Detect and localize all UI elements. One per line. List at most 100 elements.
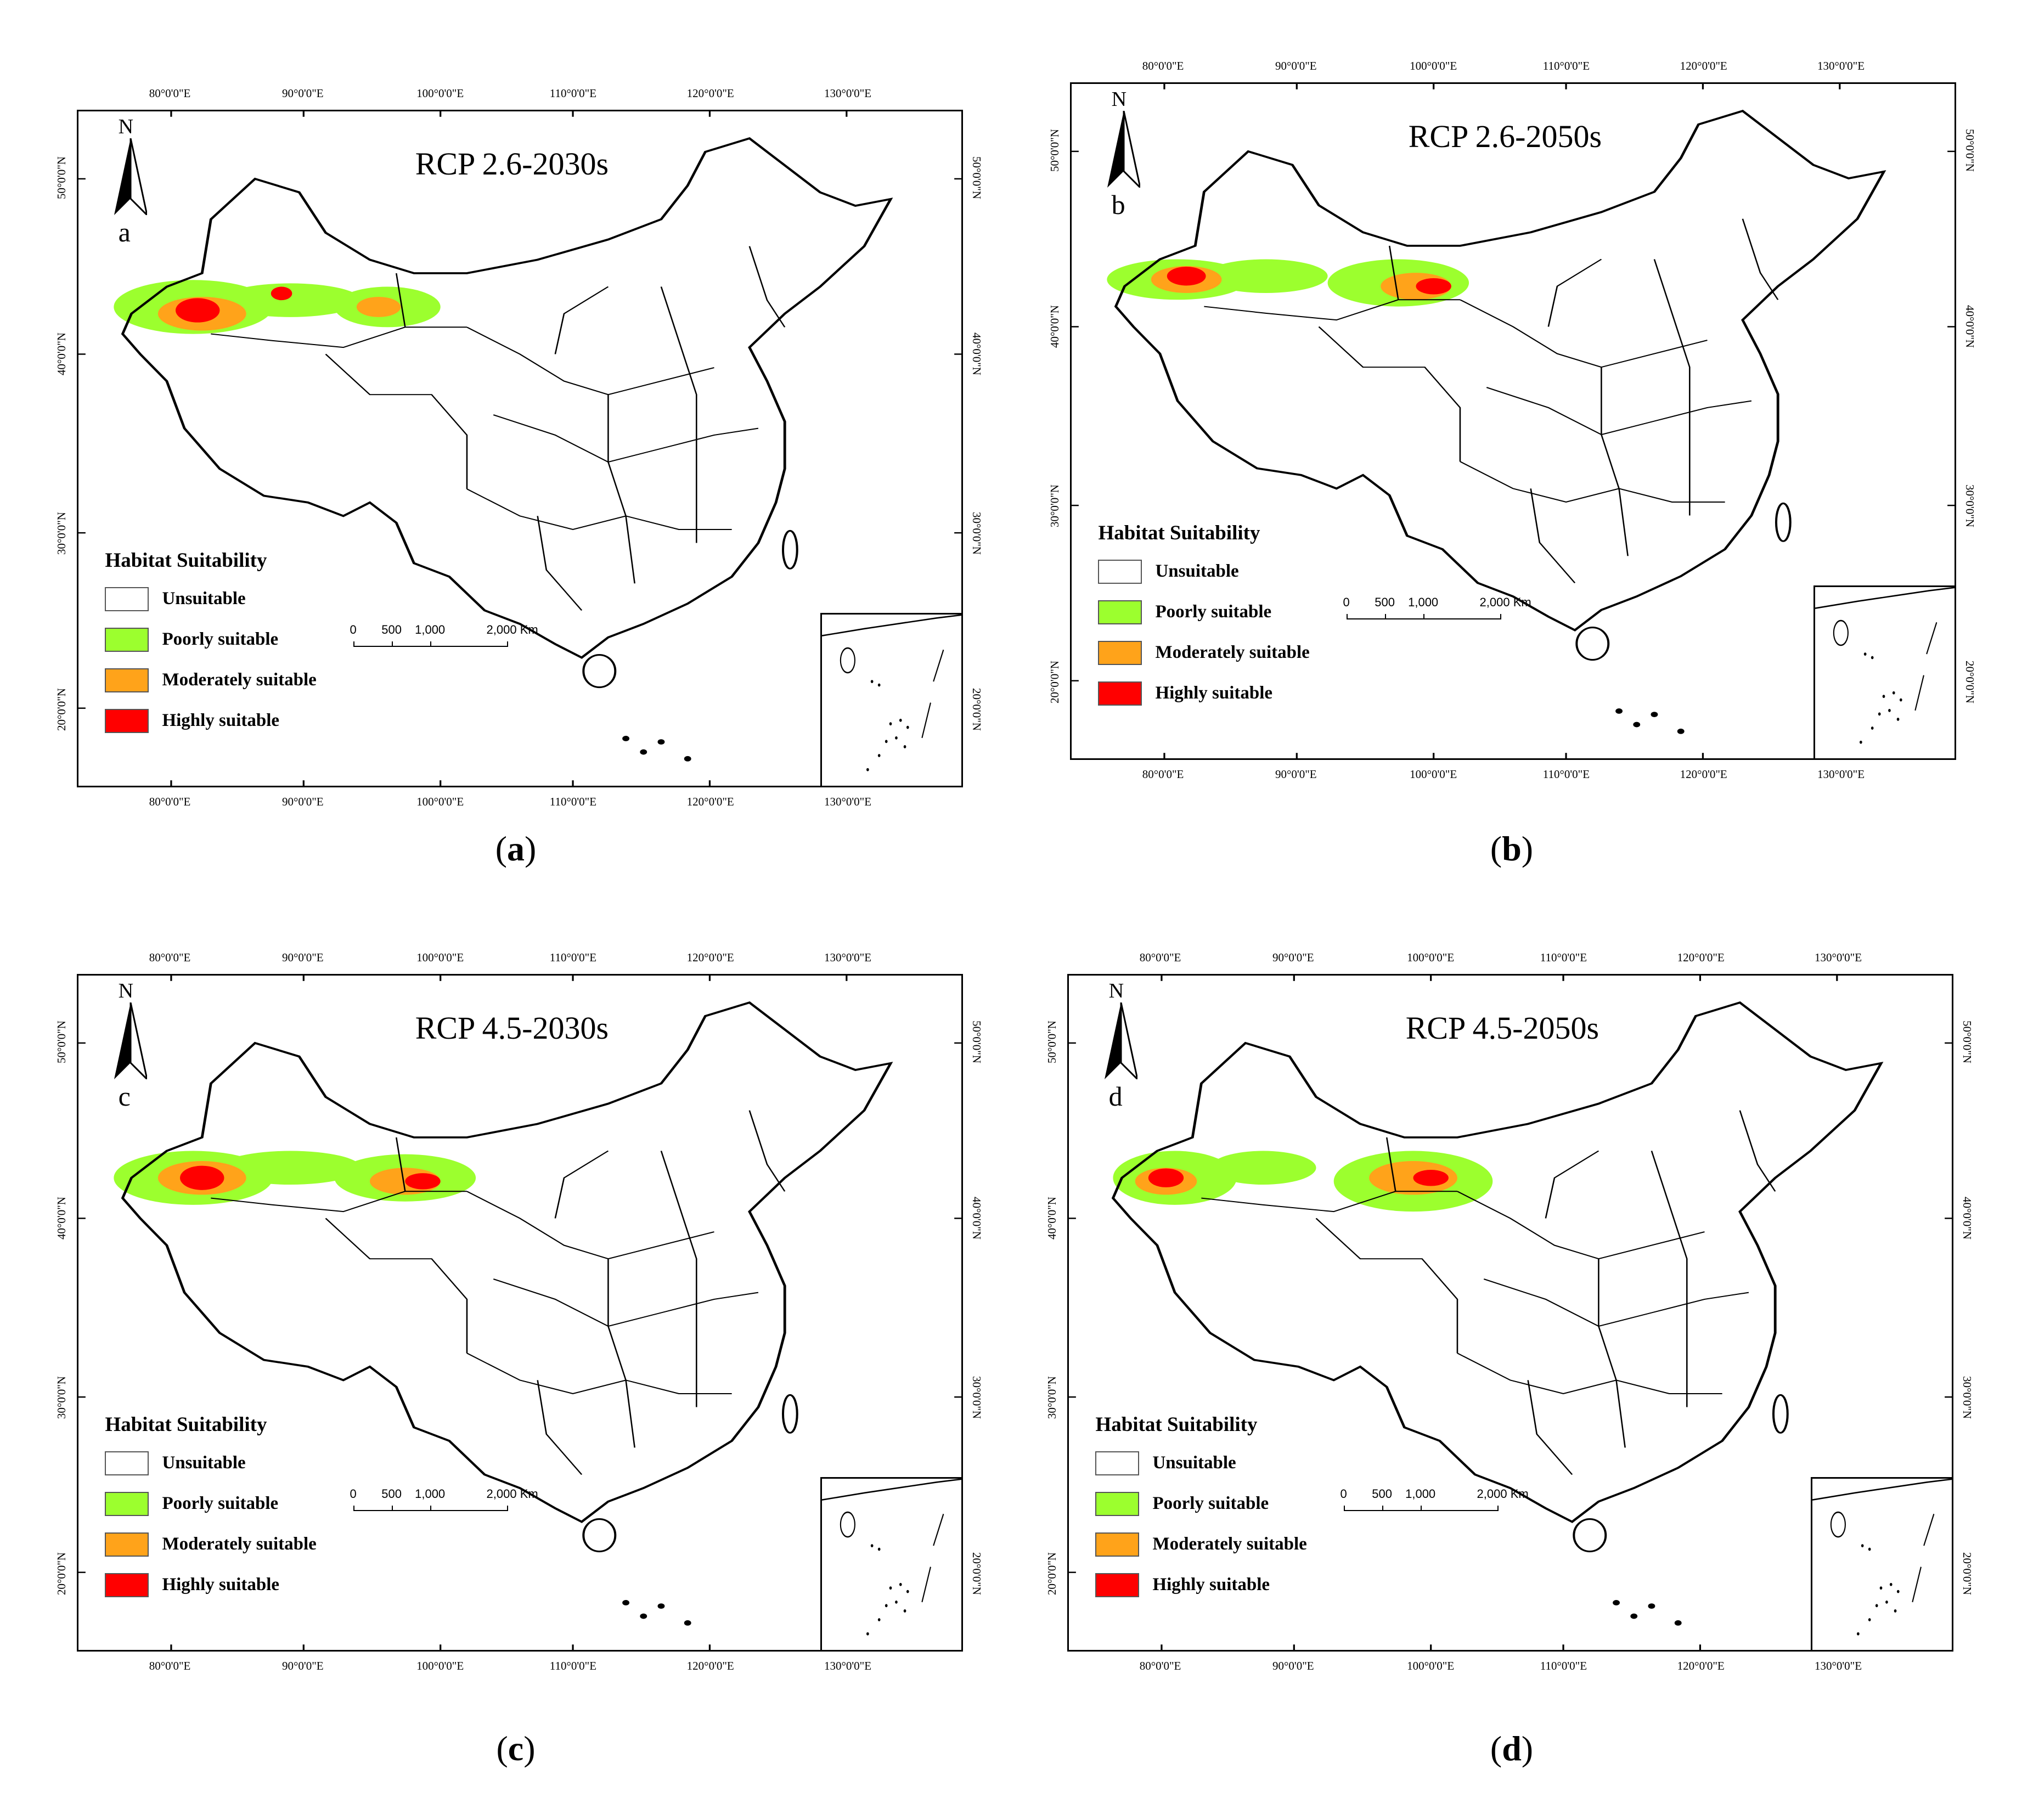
longitude-label: 130°0'0"E	[824, 1659, 872, 1672]
province-border	[395, 1137, 406, 1192]
longitude-label: 120°0'0"E	[686, 1659, 734, 1672]
latitude-label: 50°0'0"N	[1963, 128, 1976, 172]
legend-item: Moderately suitable	[1095, 1524, 1359, 1565]
province-border	[1385, 1137, 1396, 1192]
latitude-label: 40°0'0"N	[55, 1196, 68, 1239]
suitability-zone-high	[175, 298, 220, 323]
scale-tick	[391, 1506, 393, 1512]
longitude-label: 120°0'0"E	[1677, 951, 1725, 964]
province-border	[1486, 387, 1752, 436]
inset-map	[1815, 587, 1955, 744]
legend-swatch	[1098, 640, 1142, 665]
inset-map	[821, 614, 961, 771]
island-dot	[1633, 722, 1641, 728]
island-dot	[1648, 1603, 1655, 1609]
china-map	[1069, 976, 1952, 1650]
legend-label: Unsuitable	[1152, 1453, 1236, 1473]
caption-close: )	[1521, 829, 1534, 868]
scale-tick	[506, 641, 508, 647]
caption-open: (	[1490, 1729, 1502, 1768]
province-border	[537, 1380, 583, 1475]
legend-item: Poorly suitable	[105, 619, 368, 660]
scale-label: 0	[350, 1487, 357, 1501]
island-dot	[622, 736, 630, 741]
province-border	[211, 326, 467, 348]
legend-item: Moderately suitable	[105, 1524, 368, 1565]
legend-label: Unsuitable	[1155, 561, 1239, 582]
scale-tick	[1343, 1506, 1345, 1512]
panel-caption: (c)	[496, 1728, 535, 1769]
legend-title: Habitat Suitability	[1095, 1413, 1258, 1436]
legend-item: Highly suitable	[1095, 1565, 1359, 1605]
scale-line	[353, 1510, 507, 1512]
scale-label: 0	[1340, 1487, 1347, 1501]
longitude-label: 130°0'0"E	[824, 951, 872, 964]
latitude-label: 40°0'0"N	[1045, 1196, 1058, 1239]
china-map	[1072, 84, 1955, 758]
province-border	[1545, 1150, 1599, 1219]
legend-label: Poorly suitable	[1152, 1494, 1269, 1514]
scale-label: 500	[1372, 1487, 1392, 1501]
north-arrow-icon	[1107, 111, 1140, 188]
suitability-zone-poor	[1204, 259, 1328, 293]
province-border	[493, 1278, 759, 1327]
island-dot	[657, 739, 665, 745]
latitude-label: 20°0'0"N	[1963, 661, 1976, 703]
inset-map	[1812, 1478, 1952, 1636]
suitability-zone-high	[1148, 1168, 1184, 1187]
latitude-label: 50°0'0"N	[970, 156, 983, 199]
country-outline	[1111, 1001, 1884, 1523]
scale-tick	[430, 641, 431, 647]
caption-close: )	[1521, 1729, 1534, 1768]
latitude-label: 40°0'0"N	[970, 332, 983, 375]
map-title: RCP 4.5-2030s	[415, 1010, 609, 1046]
suitability-zone-high	[180, 1165, 224, 1190]
taiwan-island	[781, 529, 798, 570]
legend-swatch	[105, 627, 149, 652]
legend-swatch	[1098, 681, 1142, 706]
legend-label: Unsuitable	[162, 589, 246, 609]
legend-label: Moderately suitable	[1155, 643, 1310, 663]
panel-caption: (d)	[1490, 1728, 1533, 1769]
province-border	[1460, 299, 1708, 368]
legend-label: Highly suitable	[162, 1575, 280, 1595]
province-border	[607, 395, 635, 584]
latitude-label: 20°0'0"N	[55, 1552, 68, 1595]
scale-bar: 0 500 1,000 2,000 Km	[350, 1487, 538, 1520]
scale-tick	[1500, 614, 1501, 620]
legend-label: Highly suitable	[1155, 683, 1273, 703]
longitude-label: 90°0'0"E	[282, 795, 324, 808]
island-dot	[1651, 712, 1658, 718]
latitude-label: 20°0'0"N	[970, 688, 983, 731]
province-border	[395, 273, 406, 328]
province-border	[466, 1353, 732, 1395]
panel-letter: b	[1111, 189, 1125, 221]
taiwan-island	[1775, 502, 1792, 542]
scale-tick	[1382, 1506, 1383, 1512]
legend: Habitat Suitability Unsuitable Poorly suit…	[1095, 1413, 1359, 1605]
scale-label: 0	[350, 623, 357, 637]
province-border	[466, 326, 714, 396]
legend-item: Poorly suitable	[1095, 1484, 1359, 1524]
legend-item: Highly suitable	[105, 1565, 368, 1605]
latitude-label: 30°0'0"N	[1961, 1376, 1974, 1419]
scale-bar: 0 500 1,000 2,000 Km	[1340, 1487, 1529, 1520]
latitude-label: 40°0'0"N	[55, 332, 68, 375]
scale-label: 2,000 Km	[1477, 1487, 1529, 1501]
legend-swatch	[1095, 1532, 1140, 1557]
province-border	[1457, 1191, 1705, 1260]
longitude-label: 80°0'0"E	[149, 87, 191, 100]
suitability-zone-high	[1416, 278, 1451, 295]
island-dot	[1674, 1620, 1682, 1626]
province-border	[1388, 245, 1399, 300]
legend-item: Highly suitable	[1098, 673, 1361, 714]
province-border	[1651, 1151, 1688, 1407]
caption-letter: b	[1502, 829, 1522, 868]
longitude-label: 130°0'0"E	[1817, 59, 1865, 72]
legend-swatch	[105, 1451, 149, 1475]
province-border	[1483, 1278, 1749, 1327]
